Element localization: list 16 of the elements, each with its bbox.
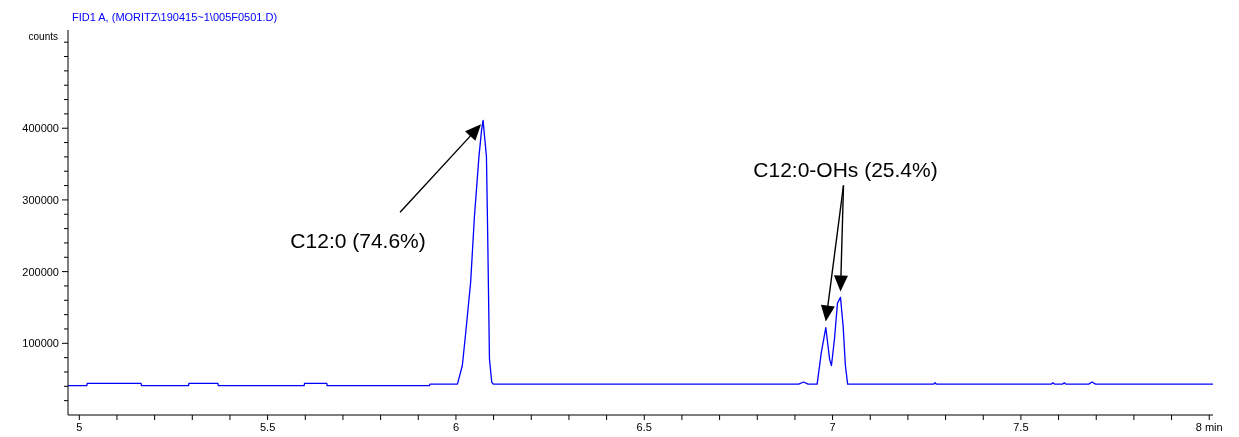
- x-tick-label: 8 min: [1195, 421, 1223, 433]
- y-axis-title: counts: [28, 31, 58, 42]
- x-tick-label: 5: [76, 421, 83, 433]
- x-tick-label: 6.5: [636, 421, 652, 433]
- x-tick-label: 6: [452, 421, 460, 433]
- annotation: C12:0-OHs (25.4%): [753, 158, 938, 182]
- chart-title: FID1 A, (MORITZ\190415~1\005F0501.D): [72, 11, 278, 23]
- y-tick-label: 300000: [22, 193, 59, 206]
- y-tick-label: 100000: [22, 337, 59, 350]
- x-tick-label: 5.5: [259, 421, 276, 433]
- annotation: C12:0 (74.6%): [290, 229, 426, 253]
- y-tick-label: 400000: [22, 122, 59, 135]
- line-series: [67, 119, 1214, 387]
- x-tick-label: 7: [829, 421, 836, 433]
- x-tick-label: 7.5: [1013, 421, 1029, 433]
- y-tick-label: 200000: [22, 265, 59, 278]
